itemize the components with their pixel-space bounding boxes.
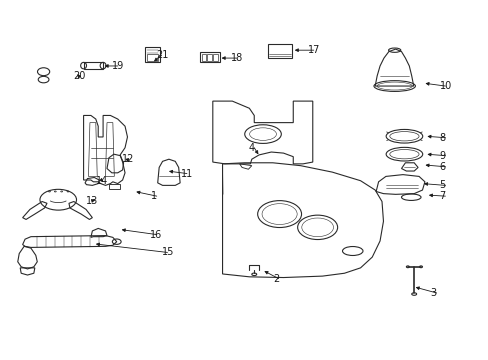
Bar bbox=[147, 54, 158, 61]
Text: 7: 7 bbox=[439, 191, 445, 201]
Bar bbox=[267, 44, 292, 58]
Text: 5: 5 bbox=[439, 180, 445, 190]
Bar bbox=[199, 52, 220, 62]
Text: 20: 20 bbox=[73, 71, 85, 81]
Text: 15: 15 bbox=[161, 247, 174, 257]
Bar bbox=[109, 184, 120, 189]
Text: 3: 3 bbox=[430, 288, 436, 298]
Text: 8: 8 bbox=[439, 133, 445, 143]
Text: 4: 4 bbox=[248, 143, 254, 153]
Text: 10: 10 bbox=[439, 81, 451, 91]
Text: 16: 16 bbox=[150, 230, 163, 239]
Text: 6: 6 bbox=[439, 162, 445, 172]
Bar bbox=[83, 62, 103, 69]
Text: 14: 14 bbox=[96, 176, 108, 186]
Text: 13: 13 bbox=[86, 196, 98, 206]
Bar bbox=[207, 54, 212, 61]
Text: 1: 1 bbox=[151, 191, 157, 201]
Text: 12: 12 bbox=[122, 154, 134, 164]
Text: 2: 2 bbox=[272, 274, 279, 284]
Bar bbox=[213, 54, 218, 61]
Text: 18: 18 bbox=[230, 53, 243, 63]
Bar bbox=[144, 47, 160, 62]
Text: 11: 11 bbox=[181, 168, 193, 179]
Text: 17: 17 bbox=[307, 45, 320, 55]
Text: 9: 9 bbox=[439, 150, 445, 161]
Text: 21: 21 bbox=[156, 50, 168, 60]
Text: 19: 19 bbox=[112, 61, 124, 71]
Bar bbox=[201, 54, 206, 61]
